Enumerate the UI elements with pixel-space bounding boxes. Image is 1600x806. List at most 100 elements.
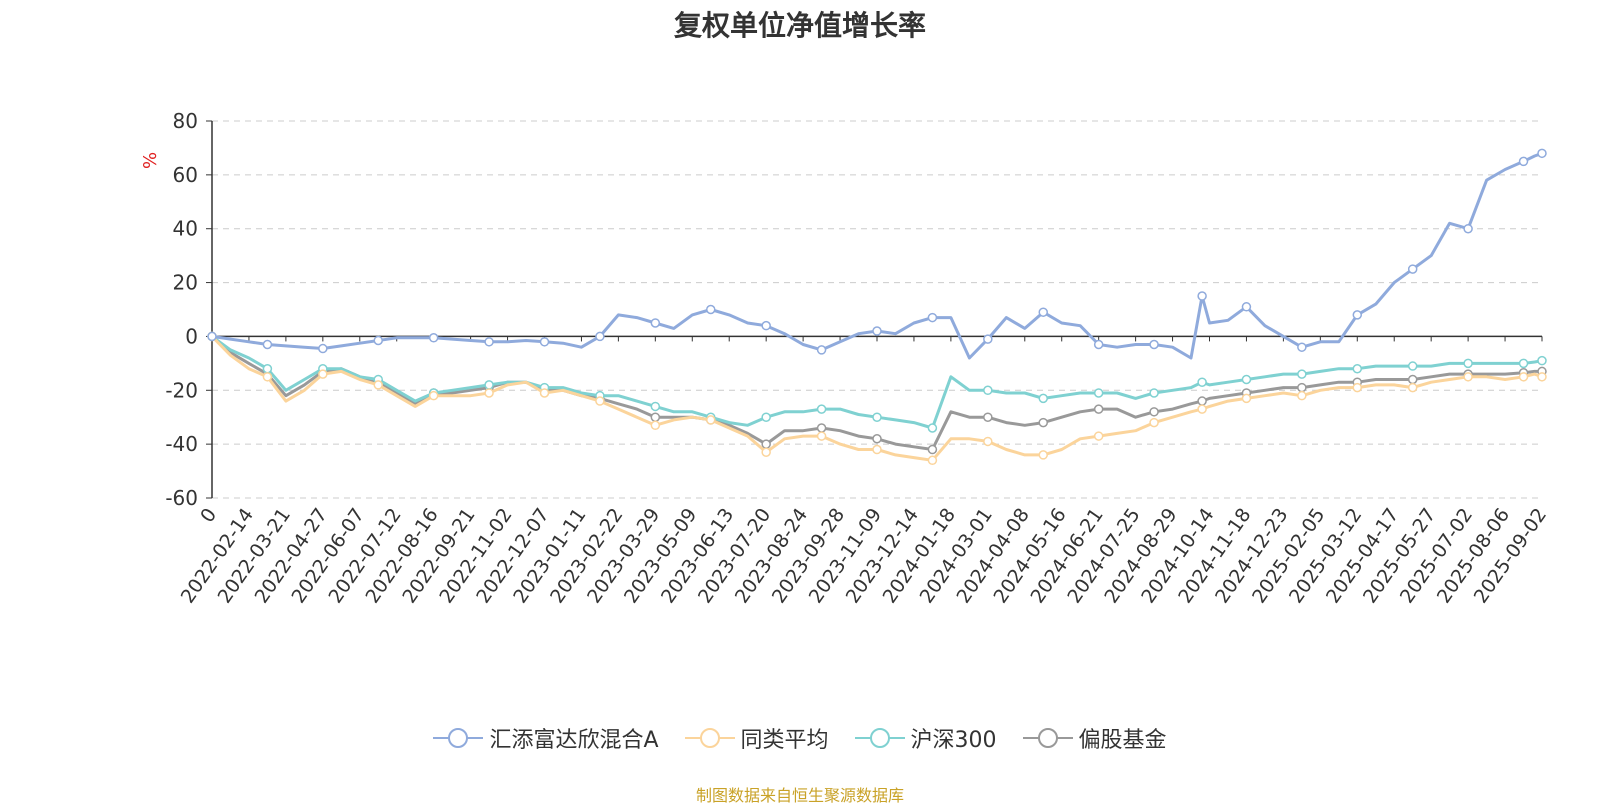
data-point: [1407, 361, 1418, 371]
data-point: [1149, 407, 1159, 417]
data-point: [706, 304, 716, 315]
legend-item[interactable]: 沪深300: [854, 722, 997, 754]
data-point: [1297, 390, 1307, 401]
legend-item[interactable]: 偏股基金: [1022, 722, 1167, 754]
data-point: [1297, 369, 1307, 379]
data-point: [872, 326, 882, 336]
series-lines: [207, 148, 1547, 466]
legend-label: 沪深300: [910, 728, 997, 753]
data-point: [1038, 417, 1048, 428]
data-point: [1407, 264, 1418, 274]
data-point: [761, 439, 771, 449]
data-point: [262, 339, 273, 350]
legend-label: 同类平均: [740, 728, 829, 753]
data-point: [539, 388, 550, 398]
data-point: [1463, 358, 1473, 369]
y-tick-label: 40: [173, 217, 198, 241]
data-point: [1297, 342, 1307, 352]
data-point: [761, 412, 771, 422]
data-point: [207, 331, 217, 342]
data-point: [983, 385, 993, 396]
data-point: [1197, 291, 1207, 301]
data-point: [1537, 372, 1547, 382]
y-axis-unit-label: %: [140, 152, 161, 169]
legend-label: 汇添富达欣混合A: [489, 728, 659, 753]
data-point: [816, 423, 827, 433]
data-point: [1241, 374, 1252, 385]
data-point: [1038, 450, 1048, 460]
data-point: [1537, 355, 1547, 366]
data-point: [650, 420, 661, 431]
legend-item[interactable]: 同类平均: [684, 722, 829, 754]
data-point: [761, 447, 771, 457]
data-point: [1149, 388, 1159, 398]
data-point: [650, 401, 661, 412]
data-source-note: 制图数据来自恒生聚源数据库: [695, 786, 904, 805]
data-point: [1518, 358, 1529, 369]
y-tick-label: 20: [173, 271, 198, 295]
data-point: [983, 334, 993, 344]
data-point: [484, 388, 494, 398]
legend-swatch-icon: [1022, 728, 1073, 748]
data-point: [484, 380, 494, 390]
legend-swatch-icon: [684, 728, 735, 748]
data-point: [816, 345, 827, 355]
y-tick-label: -40: [165, 432, 198, 456]
data-point: [1463, 223, 1473, 234]
data-point: [872, 412, 882, 422]
data-point: [1197, 404, 1207, 414]
data-point: [1197, 396, 1207, 406]
data-point: [318, 369, 328, 379]
data-point: [1518, 156, 1529, 167]
data-point: [816, 431, 827, 441]
data-point: [927, 455, 938, 466]
legend-swatch-icon: [433, 728, 484, 748]
data-point: [927, 423, 938, 433]
data-point: [1149, 417, 1159, 428]
data-point: [1297, 382, 1307, 393]
data-point: [318, 343, 328, 354]
legend-label: 偏股基金: [1078, 728, 1167, 753]
data-point: [1407, 382, 1418, 393]
y-tick-label: 0: [185, 324, 198, 348]
legend: 汇添富达欣混合A 同类平均 沪深300 偏股基金: [0, 722, 1600, 754]
data-point: [983, 412, 993, 422]
data-point: [1038, 307, 1048, 317]
data-point: [1197, 377, 1207, 387]
data-point: [1093, 431, 1104, 441]
data-point: [428, 333, 439, 343]
data-point: [428, 390, 439, 401]
data-point: [373, 335, 383, 346]
data-point: [1093, 388, 1104, 398]
data-point: [595, 396, 605, 406]
data-point: [1407, 374, 1418, 385]
data-point: [484, 337, 494, 347]
data-point: [1352, 363, 1363, 374]
data-point: [595, 331, 605, 342]
data-point: [1518, 372, 1529, 382]
data-point: [872, 444, 882, 455]
chart-title: 复权单位净值增长率: [673, 9, 926, 42]
data-point: [1352, 310, 1363, 320]
data-point: [1093, 404, 1104, 414]
data-point: [1241, 393, 1252, 404]
data-point: [1093, 339, 1104, 350]
data-point: [1352, 382, 1363, 393]
data-point: [927, 312, 938, 323]
series-line: [211, 335, 1542, 451]
data-point: [706, 415, 716, 425]
y-tick-label: -20: [165, 378, 198, 402]
data-point: [650, 412, 661, 422]
data-point: [816, 404, 827, 414]
x-tick-label: 0: [196, 504, 221, 527]
data-point: [262, 363, 273, 374]
data-point: [373, 380, 383, 390]
data-point: [262, 372, 273, 382]
legend-swatch-icon: [854, 728, 905, 748]
legend-item[interactable]: 汇添富达欣混合A: [433, 722, 659, 754]
data-point: [650, 318, 661, 328]
data-point: [983, 436, 993, 447]
data-point: [539, 337, 550, 347]
y-tick-label: 80: [173, 109, 198, 133]
data-point: [1537, 148, 1547, 159]
